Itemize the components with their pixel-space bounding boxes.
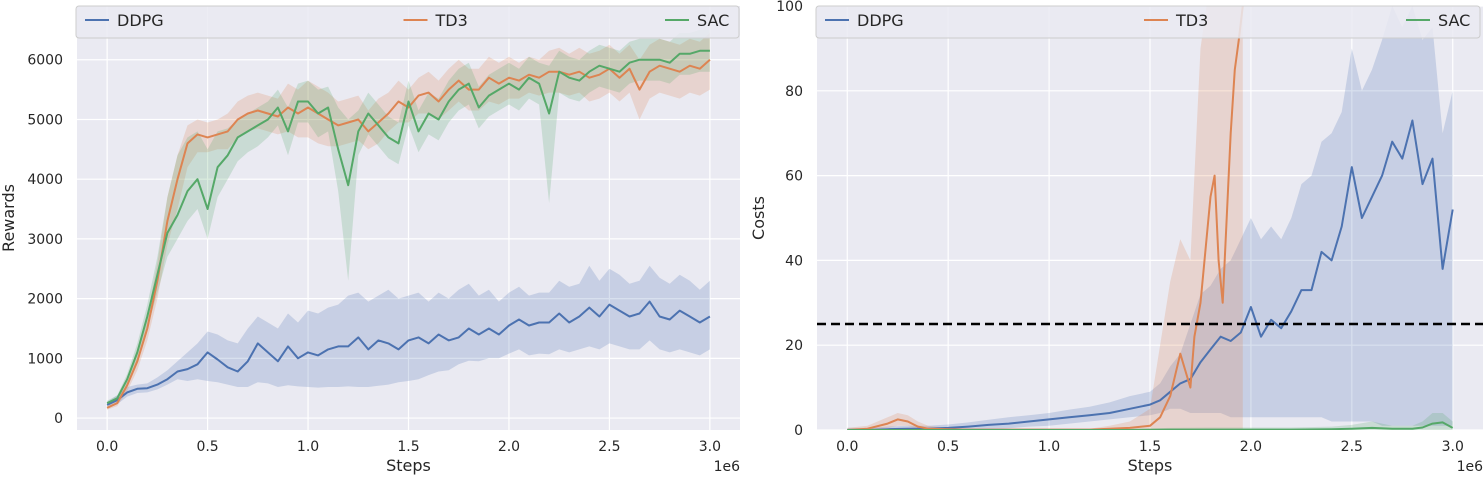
x-multiplier: 1e6 <box>714 459 741 475</box>
band-sac <box>107 29 710 406</box>
x-tick-label: 2.0 <box>498 439 520 455</box>
legend-item-ddpg: DDPG <box>825 11 904 30</box>
line-sac <box>847 421 1454 430</box>
x-axis-label: Steps <box>1128 456 1173 475</box>
y-tick-label: 1000 <box>27 351 63 367</box>
legend-label: DDPG <box>857 11 904 30</box>
x-tick-label: 1.0 <box>297 439 319 455</box>
y-tick-label: 80 <box>785 84 803 100</box>
x-tick-label: 2.0 <box>1240 439 1262 455</box>
x-tick-label: 1.5 <box>1139 439 1161 455</box>
x-tick-label: 0.0 <box>836 439 858 455</box>
costs-chart: 0.0 0.5 1.0 1.5 2.0 2.5 3.0 0 20 40 60 80 100 Steps Co… <box>749 0 1483 475</box>
y-tick-label: 20 <box>785 338 803 354</box>
x-tick-label: 2.5 <box>598 439 620 455</box>
band-ddpg <box>107 265 710 408</box>
legend-item-sac: SAC <box>1406 11 1470 30</box>
y-tick-label: 0 <box>794 423 803 439</box>
legend-label: SAC <box>697 11 729 30</box>
x-tick-label: 0.0 <box>96 439 118 455</box>
band-td3 <box>107 32 710 410</box>
band-td3 <box>847 6 1243 430</box>
legend-item-sac: SAC <box>665 11 729 30</box>
y-axis-label: Costs <box>749 196 768 240</box>
y-tick-label: 6000 <box>27 53 63 69</box>
y-tick-label: 5000 <box>27 112 63 128</box>
x-tick-label: 2.5 <box>1341 439 1363 455</box>
x-multiplier: 1e6 <box>1457 459 1483 475</box>
x-tick-label: 0.5 <box>196 439 218 455</box>
y-tick-label: 2000 <box>27 292 63 308</box>
legend-item-td3: TD3 <box>403 11 468 30</box>
legend-label: SAC <box>1438 11 1470 30</box>
legend-label: TD3 <box>435 11 468 30</box>
y-tick-label: 60 <box>785 169 803 185</box>
legend-item-td3: TD3 <box>1144 11 1208 30</box>
legend-label: TD3 <box>1175 11 1208 30</box>
line-sac <box>106 49 710 405</box>
y-tick-label: 4000 <box>27 172 63 188</box>
x-tick-label: 1.0 <box>1038 439 1060 455</box>
x-tick-label: 3.0 <box>1442 439 1464 455</box>
line-td3 <box>847 6 1244 430</box>
y-tick-label: 3000 <box>27 232 63 248</box>
legend: DDPG TD3 SAC <box>815 5 1481 39</box>
legend: DDPG TD3 SAC <box>75 5 740 39</box>
rewards-chart: 0.0 0.5 1.0 1.5 2.0 2.5 3.0 0 1000 2000 3000 4000 50… <box>0 5 741 475</box>
x-axis-label: Steps <box>386 456 431 475</box>
x-tick-label: 3.0 <box>699 439 721 455</box>
y-axis-label: Rewards <box>0 184 18 252</box>
line-ddpg <box>106 300 711 406</box>
legend-label: DDPG <box>117 11 164 30</box>
x-tick-label: 0.5 <box>937 439 959 455</box>
y-tick-label: 100 <box>776 0 803 15</box>
x-tick-label: 1.5 <box>397 439 419 455</box>
line-ddpg <box>847 119 1454 430</box>
y-tick-label: 0 <box>54 411 63 427</box>
y-tick-label: 40 <box>785 253 803 269</box>
legend-item-ddpg: DDPG <box>85 11 164 30</box>
